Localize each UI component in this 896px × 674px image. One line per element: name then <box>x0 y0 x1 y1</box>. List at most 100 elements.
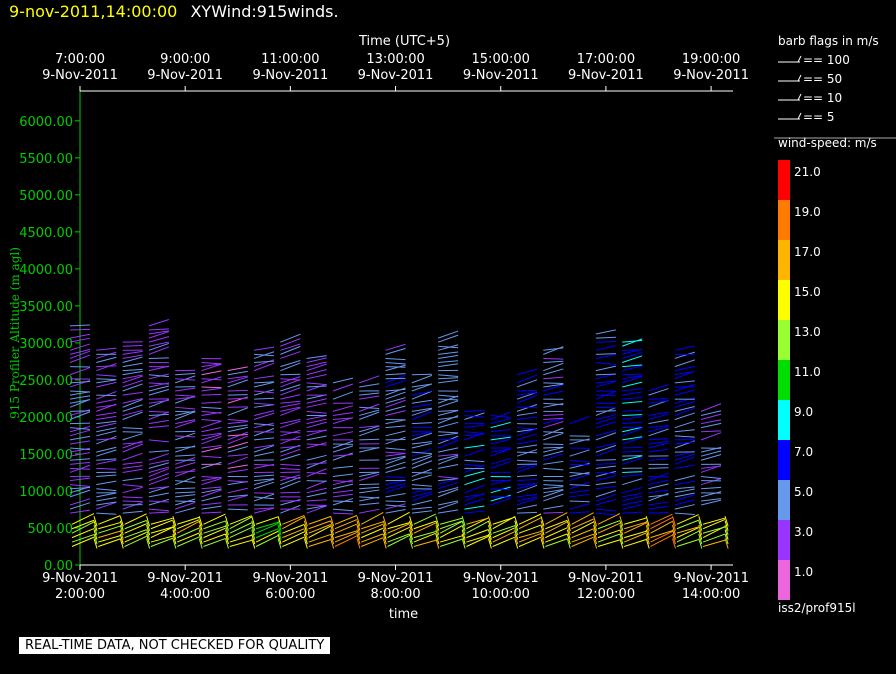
wind-barb-flag <box>487 516 492 527</box>
wind-barb <box>69 429 91 437</box>
wind-barb <box>700 454 722 461</box>
wind-barb <box>674 464 695 469</box>
wind-barb <box>545 538 568 547</box>
profile-column <box>595 329 624 549</box>
wind-barb <box>69 447 91 451</box>
wind-barb <box>700 419 722 425</box>
wind-barb <box>622 437 643 445</box>
wind-barb-flag <box>461 525 466 536</box>
wind-barb <box>71 536 95 547</box>
wind-barb-flag <box>487 538 492 549</box>
wind-barb <box>674 380 695 384</box>
wind-barb <box>175 406 196 410</box>
wind-barb <box>280 407 301 416</box>
wind-barb <box>332 417 353 421</box>
wind-barb <box>69 427 91 430</box>
wind-barb <box>359 473 380 482</box>
wind-barb-flag <box>172 538 177 549</box>
wind-barb <box>122 440 143 449</box>
wind-barb <box>464 510 485 514</box>
wind-barb <box>569 493 590 498</box>
wind-barb <box>648 458 669 461</box>
wind-barb <box>359 489 380 494</box>
date-label: 9-nov-2011,14:00:00 <box>9 2 178 21</box>
wind-barb <box>411 399 432 404</box>
wind-barb <box>253 346 275 351</box>
wind-barb <box>437 456 459 465</box>
wind-barb <box>122 379 143 388</box>
wind-barb <box>674 453 695 461</box>
wind-barb-flag <box>303 529 308 540</box>
wind-barb <box>280 403 301 408</box>
wind-barb-flag <box>119 533 124 545</box>
wind-barb <box>334 530 358 539</box>
wind-barb <box>227 424 248 429</box>
wind-barb <box>201 505 222 510</box>
wind-barb <box>595 470 617 478</box>
wind-barb <box>280 471 301 473</box>
wind-barb <box>543 484 564 487</box>
wind-barb-flag <box>303 520 308 531</box>
wind-barb <box>69 452 91 457</box>
profile-column <box>280 333 308 549</box>
wind-barb <box>413 522 437 534</box>
wind-barb <box>359 428 380 437</box>
wind-barb <box>359 508 380 514</box>
wind-barb-flag <box>724 525 729 536</box>
wind-barb <box>438 360 459 364</box>
wind-barb-flag <box>540 533 545 545</box>
wind-barb <box>597 533 621 543</box>
wind-barb <box>254 360 275 364</box>
wind-barb <box>124 535 147 547</box>
wind-barb-flag <box>303 538 308 549</box>
wind-barb <box>148 346 170 355</box>
wind-barb <box>438 354 459 359</box>
wind-barb <box>516 483 538 486</box>
wind-barb-flag <box>566 533 571 545</box>
wind-barb <box>543 486 564 490</box>
wind-barb <box>201 363 222 368</box>
x-tick-time: 6:00:00 <box>265 587 315 602</box>
wind-barb <box>227 454 248 457</box>
wind-barb <box>148 459 169 465</box>
wind-barb <box>622 478 643 486</box>
wind-barb <box>413 513 437 525</box>
wind-barb <box>280 429 301 437</box>
wind-barb <box>306 402 327 408</box>
wind-barb <box>280 378 301 381</box>
wind-barb-flag <box>593 538 598 549</box>
x-tick-time: 8:00:00 <box>370 587 420 602</box>
wind-barb <box>280 360 301 368</box>
wind-barb <box>543 418 564 425</box>
wind-barb <box>122 468 143 473</box>
wind-barb <box>674 441 695 445</box>
wind-barb <box>69 343 91 351</box>
wind-barb <box>280 343 301 351</box>
wind-barb-flag <box>382 525 387 536</box>
wind-barb <box>148 382 169 385</box>
wind-barb <box>308 539 331 547</box>
wind-barb <box>466 520 489 534</box>
wind-barb <box>280 480 301 490</box>
wind-barb <box>176 521 200 534</box>
wind-barb <box>253 422 275 429</box>
wind-barb <box>437 481 459 490</box>
wind-barb <box>595 465 616 469</box>
wind-barb <box>385 388 406 392</box>
wind-barb <box>411 390 432 396</box>
wind-barb <box>148 477 170 486</box>
wind-barb <box>385 447 406 451</box>
wind-barb-flag <box>672 533 676 545</box>
wind-barb <box>595 462 616 465</box>
wind-barb <box>701 486 722 490</box>
wind-barb-flag <box>224 538 229 549</box>
wind-barb <box>411 442 432 449</box>
wind-barb <box>332 512 353 515</box>
wind-barb <box>648 388 669 396</box>
wind-barb <box>543 362 564 372</box>
wind-barb <box>229 516 253 530</box>
wind-barb <box>543 413 564 416</box>
wind-barb <box>71 513 95 525</box>
wind-barb <box>306 361 327 368</box>
wind-barb <box>438 476 459 479</box>
